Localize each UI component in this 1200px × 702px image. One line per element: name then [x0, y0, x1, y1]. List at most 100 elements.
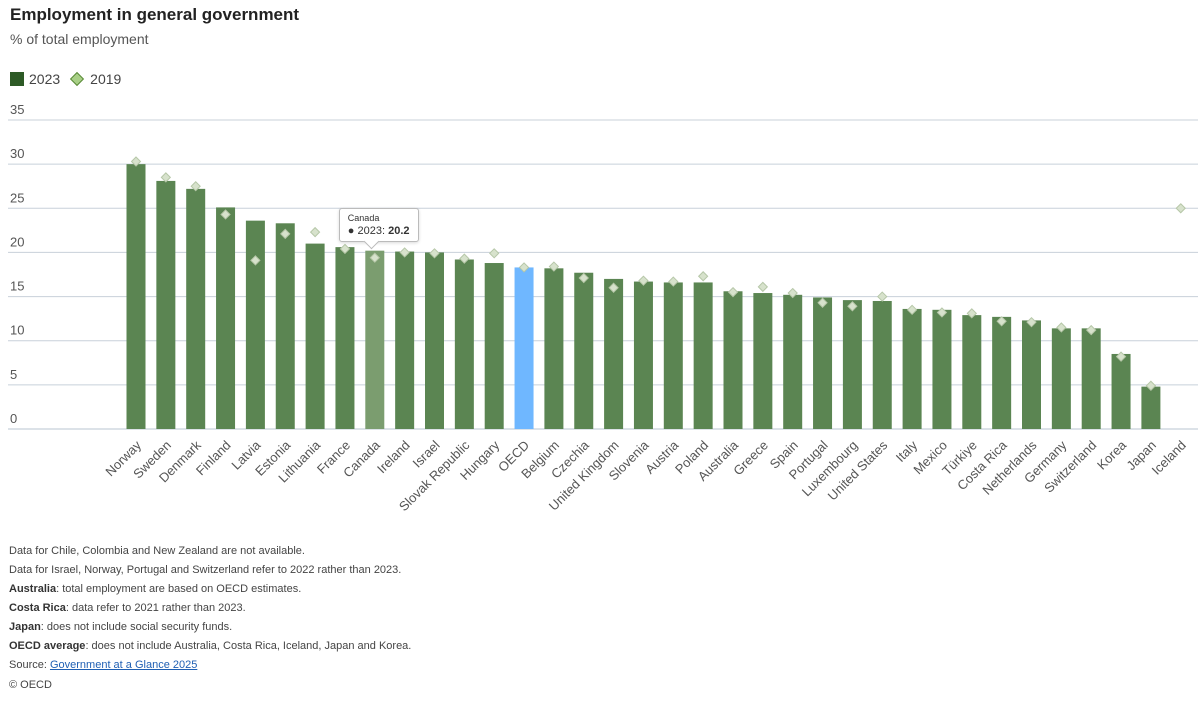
bar-finland[interactable] — [216, 207, 236, 429]
bar-italy[interactable] — [902, 308, 922, 429]
marker-2019-spain[interactable] — [787, 287, 798, 299]
note-line: Data for Israel, Norway, Portugal and Sw… — [9, 564, 402, 576]
marker-2019-lithuania[interactable] — [309, 226, 321, 238]
bar-ireland[interactable] — [395, 251, 415, 429]
bar-australia[interactable] — [723, 291, 743, 429]
marker-2019-hungary[interactable] — [488, 248, 500, 259]
bar-israel[interactable] — [425, 252, 444, 429]
note-bold: Japan — [9, 621, 41, 633]
legend-item-2019[interactable]: 2019 — [70, 71, 121, 87]
y-tick-label: 5 — [10, 367, 17, 382]
bar-united-kingdom[interactable] — [604, 278, 624, 429]
marker-2019-greece[interactable] — [757, 281, 769, 293]
legend-item-2023[interactable]: 2023 — [10, 71, 60, 87]
bar-latvia[interactable] — [245, 220, 265, 429]
tooltip-label: ● 2023: — [347, 224, 389, 237]
marker-2019-t-rkiye[interactable] — [966, 308, 978, 319]
marker-2019-united-kingdom[interactable] — [608, 282, 619, 293]
chart-notes: Data for Chile, Colombia and New Zealand… — [9, 542, 411, 675]
bar-costa-rica[interactable] — [992, 316, 1012, 429]
bar-czechia[interactable] — [574, 272, 594, 429]
tooltip-country: Canada — [347, 212, 380, 223]
bar-spain[interactable] — [783, 294, 803, 429]
marker-2019-iceland[interactable] — [1175, 203, 1186, 214]
marker-2019-estonia[interactable] — [280, 228, 291, 240]
marker-2019-canada[interactable] — [369, 252, 381, 263]
marker-2019-ireland[interactable] — [399, 247, 410, 258]
bar-portugal[interactable] — [813, 297, 833, 429]
note-text: : does not include social security funds… — [40, 621, 233, 633]
bar-slovak-republic[interactable] — [454, 259, 474, 429]
note-line: Data for Chile, Colombia and New Zealand… — [9, 545, 305, 557]
marker-2019-netherlands[interactable] — [1026, 316, 1037, 328]
bar-sweden[interactable] — [156, 180, 176, 429]
marker-2019-norway[interactable] — [130, 156, 142, 167]
marker-2019-slovenia[interactable] — [638, 275, 649, 286]
legend-bar-swatch — [10, 72, 24, 86]
bar-t-rkiye[interactable] — [962, 315, 982, 429]
marker-2019-austria[interactable] — [668, 276, 679, 287]
bar-oecd[interactable] — [514, 267, 534, 429]
bar-belgium[interactable] — [544, 268, 564, 429]
bar-korea[interactable] — [1111, 353, 1131, 429]
note-text: : data refer to 2021 rather than 2023. — [65, 602, 246, 614]
bar-austria[interactable] — [663, 282, 683, 429]
y-tick-label: 15 — [10, 279, 24, 294]
bar-switzerland[interactable] — [1081, 328, 1101, 429]
marker-2019-costa-rica[interactable] — [996, 316, 1007, 327]
y-tick-label: 10 — [10, 323, 24, 338]
bar-norway[interactable] — [126, 164, 146, 429]
marker-2019-israel[interactable] — [429, 248, 440, 259]
source-link[interactable]: Government at a Glance 2025 — [49, 659, 198, 671]
legend-label-2019: 2019 — [90, 71, 122, 87]
x-tick-label: Ireland — [374, 438, 413, 477]
bar-poland[interactable] — [693, 282, 713, 429]
marker-2019-slovak-republic[interactable] — [459, 253, 470, 264]
bar-greece[interactable] — [753, 293, 773, 429]
bar-japan[interactable] — [1141, 386, 1161, 429]
marker-2019-australia[interactable] — [727, 286, 739, 298]
y-tick-label: 20 — [10, 234, 24, 249]
marker-2019-united-states[interactable] — [877, 291, 888, 302]
bar-mexico[interactable] — [932, 309, 952, 429]
source-line: Source: Government at a Glance 2025 — [9, 656, 411, 675]
copyright: © OECD — [9, 679, 52, 691]
bar-hungary[interactable] — [484, 263, 504, 429]
marker-2019-japan[interactable] — [1145, 380, 1157, 391]
bar-netherlands[interactable] — [1022, 320, 1041, 429]
chart-title: Employment in general government — [10, 5, 300, 24]
bar-luxembourg[interactable] — [842, 300, 862, 429]
marker-2019-belgium[interactable] — [548, 261, 560, 272]
marker-2019-finland[interactable] — [220, 209, 231, 220]
bar-canada[interactable] — [365, 250, 385, 429]
marker-2019-korea[interactable] — [1115, 351, 1127, 362]
note-bold: Australia — [9, 583, 57, 595]
note-bold: Costa Rica — [9, 602, 66, 614]
marker-2019-switzerland[interactable] — [1085, 324, 1097, 336]
marker-2019-poland[interactable] — [697, 271, 709, 282]
bar-slovenia[interactable] — [633, 281, 653, 429]
marker-2019-luxembourg[interactable] — [847, 301, 858, 312]
marker-2019-france[interactable] — [339, 243, 351, 255]
marker-2019-latvia[interactable] — [250, 255, 261, 266]
tooltip-value: 20.2 — [388, 224, 410, 237]
bar-estonia[interactable] — [275, 223, 295, 429]
marker-2019-denmark[interactable] — [190, 181, 201, 192]
x-tick-label: Iceland — [1149, 438, 1189, 478]
bar-germany[interactable] — [1051, 328, 1071, 429]
note-line: Japan: does not include social security … — [9, 618, 411, 637]
bar-denmark[interactable] — [186, 188, 206, 429]
y-tick-label: 25 — [10, 190, 24, 205]
bar-france[interactable] — [335, 247, 355, 429]
chart-subtitle: % of total employment — [10, 31, 149, 47]
note-line: Costa Rica: data refer to 2021 rather th… — [9, 599, 411, 618]
bar-united-states[interactable] — [872, 300, 892, 429]
marker-2019-germany[interactable] — [1056, 322, 1067, 333]
marker-2019-mexico[interactable] — [936, 307, 948, 318]
marker-2019-sweden[interactable] — [160, 172, 172, 183]
marker-2019-portugal[interactable] — [817, 297, 828, 308]
marker-2019-italy[interactable] — [906, 304, 918, 316]
marker-2019-czechia[interactable] — [578, 272, 589, 284]
marker-2019-oecd[interactable] — [518, 262, 530, 273]
bar-lithuania[interactable] — [305, 243, 325, 429]
